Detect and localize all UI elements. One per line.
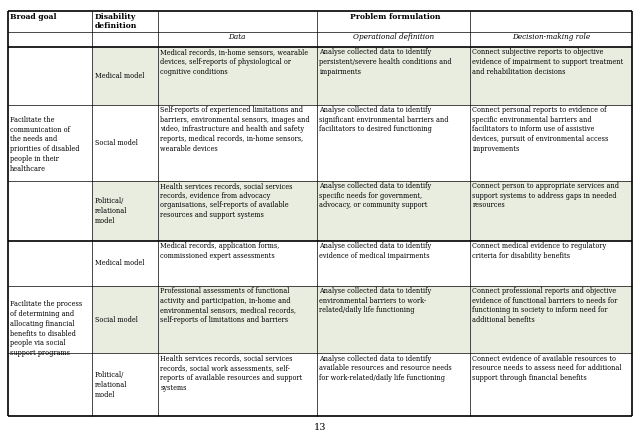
Text: 13: 13 <box>314 423 326 432</box>
Text: Connect personal reports to evidence of
specific environmental barriers and
faci: Connect personal reports to evidence of … <box>472 106 609 153</box>
Bar <box>470 286 632 354</box>
Bar <box>92 105 157 180</box>
Text: Data: Data <box>228 33 246 41</box>
Bar <box>317 241 470 286</box>
Text: Facilitate the process
of determining and
allocating financial
benefits to disab: Facilitate the process of determining an… <box>10 300 83 357</box>
Bar <box>92 241 157 286</box>
Bar <box>8 11 632 32</box>
Text: Problem formulation: Problem formulation <box>349 13 440 21</box>
Bar <box>157 286 317 354</box>
Bar <box>8 180 92 241</box>
Bar <box>8 354 92 416</box>
Bar <box>317 180 470 241</box>
Text: Professional assessments of functional
activity and participation, in-home and
e: Professional assessments of functional a… <box>160 287 296 324</box>
Text: Social model: Social model <box>95 316 138 324</box>
Bar <box>317 105 470 180</box>
Bar <box>92 354 157 416</box>
Bar <box>317 286 470 354</box>
Bar <box>8 32 632 47</box>
Bar <box>470 47 632 105</box>
Text: Connect evidence of available resources to
resource needs to assess need for add: Connect evidence of available resources … <box>472 354 622 382</box>
Text: Connect subjective reports to objective
evidence of impairment to support treatm: Connect subjective reports to objective … <box>472 49 624 76</box>
Bar <box>157 241 317 286</box>
Text: Connect person to appropriate services and
support systems to address gaps in ne: Connect person to appropriate services a… <box>472 182 620 209</box>
Text: Analyse collected data to identify
evidence of medical impairments: Analyse collected data to identify evide… <box>319 242 431 260</box>
Bar <box>92 47 157 105</box>
Bar <box>317 47 470 105</box>
Bar <box>92 286 157 354</box>
Bar <box>8 47 92 105</box>
Bar <box>157 180 317 241</box>
Text: Facilitate the
communication of
the needs and
priorities of disabled
people in t: Facilitate the communication of the need… <box>10 116 80 173</box>
Text: Medical model: Medical model <box>95 260 144 267</box>
Bar <box>92 180 157 241</box>
Text: Medical model: Medical model <box>95 72 144 80</box>
Bar <box>470 354 632 416</box>
Text: Analyse collected data to identify
environmental barriers to work-
related/daily: Analyse collected data to identify envir… <box>319 287 431 315</box>
Bar <box>8 241 92 286</box>
Text: Political/
relational
model: Political/ relational model <box>95 371 127 399</box>
Text: Connect medical evidence to regulatory
criteria for disability benefits: Connect medical evidence to regulatory c… <box>472 242 607 260</box>
Bar <box>157 354 317 416</box>
Text: Analyse collected data to identify
specific needs for government,
advocacy, or c: Analyse collected data to identify speci… <box>319 182 431 209</box>
Bar <box>8 286 92 354</box>
Bar <box>317 354 470 416</box>
Text: Broad goal: Broad goal <box>10 13 57 21</box>
Text: Medical records, in-home sensors, wearable
devices, self-reports of physiologica: Medical records, in-home sensors, wearab… <box>160 49 308 76</box>
Text: Social model: Social model <box>95 139 138 147</box>
Bar <box>470 105 632 180</box>
Text: Analyse collected data to identify
persistent/severe health conditions and
impai: Analyse collected data to identify persi… <box>319 49 452 76</box>
Bar <box>157 47 317 105</box>
Text: Operational definition: Operational definition <box>353 33 434 41</box>
Text: Disability
definition: Disability definition <box>95 13 137 31</box>
Text: Connect professional reports and objective
evidence of functional barriers to ne: Connect professional reports and objecti… <box>472 287 618 324</box>
Text: Medical records, application forms,
commissioned expert assessments: Medical records, application forms, comm… <box>160 242 280 260</box>
Text: Health services records, social services
records, evidence from advocacy
organis: Health services records, social services… <box>160 182 292 219</box>
Bar <box>8 105 92 180</box>
Text: Decision-making role: Decision-making role <box>512 33 590 41</box>
Bar <box>157 105 317 180</box>
Text: Self-reports of experienced limitations and
barriers, environmental sensors, ima: Self-reports of experienced limitations … <box>160 106 310 153</box>
Text: Health services records, social services
records, social work assessments, self-: Health services records, social services… <box>160 354 303 392</box>
Bar <box>470 241 632 286</box>
Text: Analyse collected data to identify
significant environmental barriers and
facili: Analyse collected data to identify signi… <box>319 106 449 133</box>
Bar <box>470 180 632 241</box>
Text: Analyse collected data to identify
available resources and resource needs
for wo: Analyse collected data to identify avail… <box>319 354 452 382</box>
Text: Political/
relational
model: Political/ relational model <box>95 197 127 225</box>
